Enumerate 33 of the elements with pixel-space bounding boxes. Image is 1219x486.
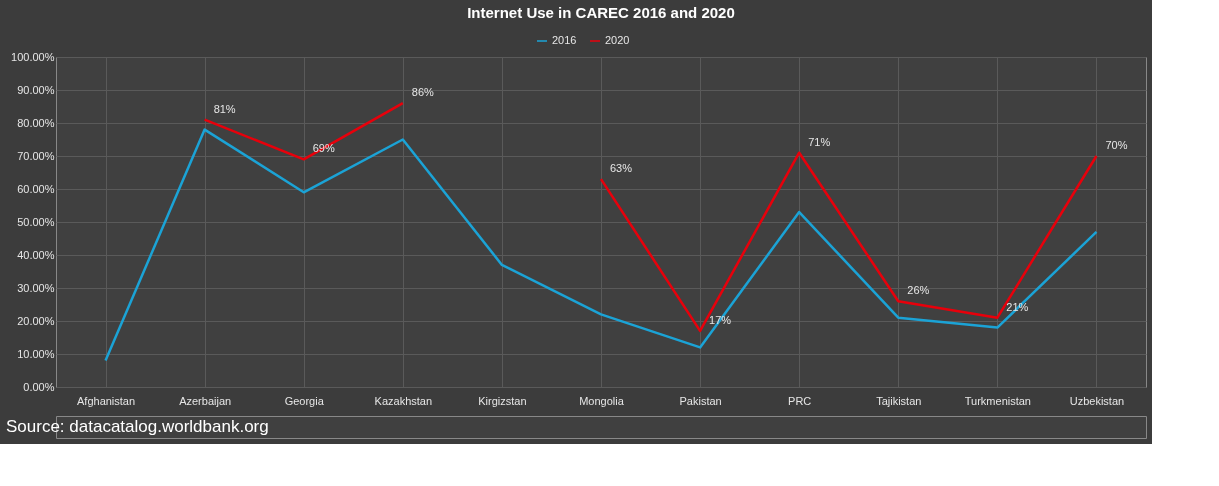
x-tick-label: Turkmenistan: [964, 394, 1031, 407]
legend-label: 2016: [552, 34, 577, 46]
legend-label: 2020: [605, 34, 630, 46]
x-tick-label: PRC: [788, 394, 812, 407]
y-tick-label: 50.00%: [17, 215, 55, 228]
x-tick-label: Tajikistan: [876, 394, 922, 407]
y-tick-label: 10.00%: [17, 347, 55, 360]
x-tick-label: Uzbekistan: [1069, 394, 1125, 407]
y-tick-label: 70.00%: [17, 149, 55, 162]
x-tick-label: Azerbaijan: [179, 394, 232, 407]
y-tick-label: 0.00%: [23, 380, 55, 393]
data-label: 71%: [808, 135, 831, 148]
data-label: 26%: [907, 284, 930, 297]
chart-title: Internet Use in CAREC 2016 and 2020: [467, 4, 735, 21]
data-label: 63%: [610, 162, 633, 175]
y-tick-label: 100.00%: [11, 50, 55, 63]
y-tick-label: 90.00%: [17, 83, 55, 96]
line-series: [104, 128, 1098, 362]
y-tick-label: 30.00%: [17, 281, 55, 294]
x-tick-label: Georgia: [284, 394, 325, 407]
data-label: 81%: [213, 102, 236, 115]
x-tick-label: Mongolia: [579, 394, 625, 407]
x-tick-label: Kirgizstan: [478, 394, 527, 407]
y-tick-label: 20.00%: [17, 314, 55, 327]
data-label: 86%: [411, 86, 435, 99]
y-tick-label: 60.00%: [17, 182, 55, 195]
y-tick-label: 40.00%: [17, 248, 55, 261]
x-tick-label: Afghanistan: [76, 394, 136, 407]
x-tick-label: Pakistan: [679, 394, 722, 407]
x-tick-label: Kazakhstan: [374, 394, 433, 407]
y-tick-label: 80.00%: [17, 116, 55, 129]
data-label: 70%: [1105, 139, 1128, 151]
source-note: Source: datacatalog.worldbank.org: [6, 417, 269, 436]
